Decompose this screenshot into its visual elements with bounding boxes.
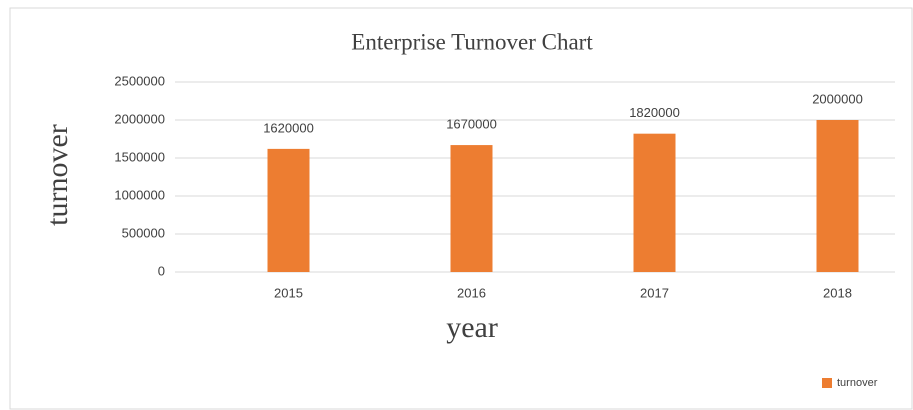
legend-label: turnover <box>837 377 878 389</box>
x-tick-label: 2015 <box>274 285 303 300</box>
data-label: 1670000 <box>446 117 497 132</box>
chart-title: Enterprise Turnover Chart <box>351 29 593 54</box>
legend-swatch <box>822 378 832 388</box>
y-tick-label: 1000000 <box>114 187 165 202</box>
x-tick-label: 2018 <box>823 285 852 300</box>
y-tick-label: 2000000 <box>114 111 165 126</box>
bar <box>633 133 676 272</box>
bar <box>450 145 493 272</box>
y-tick-label: 2500000 <box>114 73 165 88</box>
x-tick-label: 2017 <box>640 285 669 300</box>
data-label: 1820000 <box>629 105 680 120</box>
bar <box>267 148 310 272</box>
data-label: 1620000 <box>263 120 314 135</box>
x-tick-label: 2016 <box>457 285 486 300</box>
bar <box>816 120 859 272</box>
y-tick-label: 500000 <box>122 225 165 240</box>
data-label: 2000000 <box>812 91 863 106</box>
y-tick-label: 0 <box>158 263 165 278</box>
x-axis-label: year <box>446 311 498 344</box>
y-tick-label: 1500000 <box>114 149 165 164</box>
y-axis-label: turnover <box>41 124 74 226</box>
